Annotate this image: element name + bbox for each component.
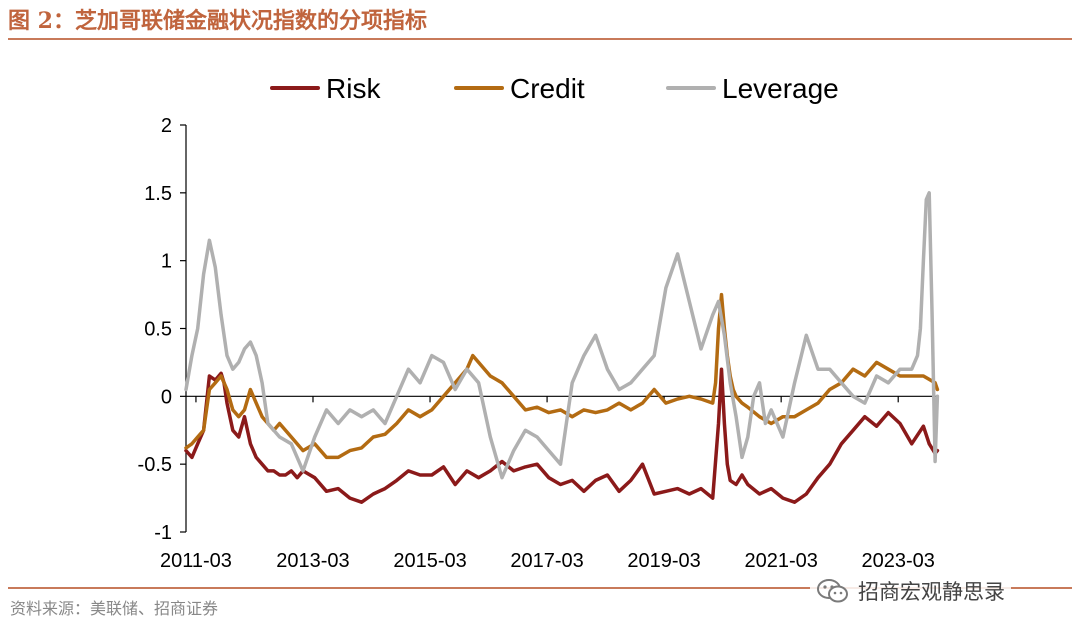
axes-layer: -1 -0.5 0 0.5 1 1.5 2 2011-03 2013-03 2015-03 2017…: [138, 115, 938, 572]
source-note: 资料来源：美联储、招商证券: [10, 599, 219, 618]
x-tick-label: 2021-03: [744, 550, 817, 572]
y-tick-label: 0: [161, 386, 172, 408]
y-tick-label: 2: [161, 115, 172, 137]
line-chart: -1 -0.5 0 0.5 1 1.5 2 2011-03 2013-03 2015-03 2017…: [138, 73, 940, 572]
legend-label-credit: Credit: [510, 73, 585, 104]
watermark-text: 招商宏观静思录: [858, 580, 1005, 604]
figure-title: 图 2：芝加哥联储金融状况指数的分项指标: [8, 8, 427, 34]
wechat-icon: [817, 579, 848, 603]
y-tick-label: -1: [154, 522, 172, 544]
x-tick-label: 2017-03: [510, 550, 583, 572]
legend-label-leverage: Leverage: [722, 73, 839, 104]
legend-label-risk: Risk: [326, 73, 381, 104]
footer-divider: [8, 587, 1072, 589]
y-tick-label: -0.5: [138, 454, 172, 476]
legend: Risk Credit Leverage: [270, 73, 839, 104]
y-tick-label: 1.5: [144, 183, 172, 205]
x-tick-label: 2015-03: [393, 550, 466, 572]
x-tick-label: 2013-03: [276, 550, 349, 572]
x-tick-label: 2023-03: [862, 550, 935, 572]
series-line-credit: [184, 292, 940, 460]
title-divider: [8, 38, 1072, 40]
y-tick-label: 0.5: [144, 319, 172, 341]
series-line-leverage: [184, 191, 940, 480]
y-tick-label: 1: [161, 251, 172, 273]
x-tick-label: 2011-03: [160, 550, 232, 572]
series-layer: [184, 191, 940, 504]
watermark: 招商宏观静思录: [810, 574, 1011, 608]
series-line-risk: [184, 367, 940, 504]
x-tick-label: 2019-03: [627, 550, 700, 572]
